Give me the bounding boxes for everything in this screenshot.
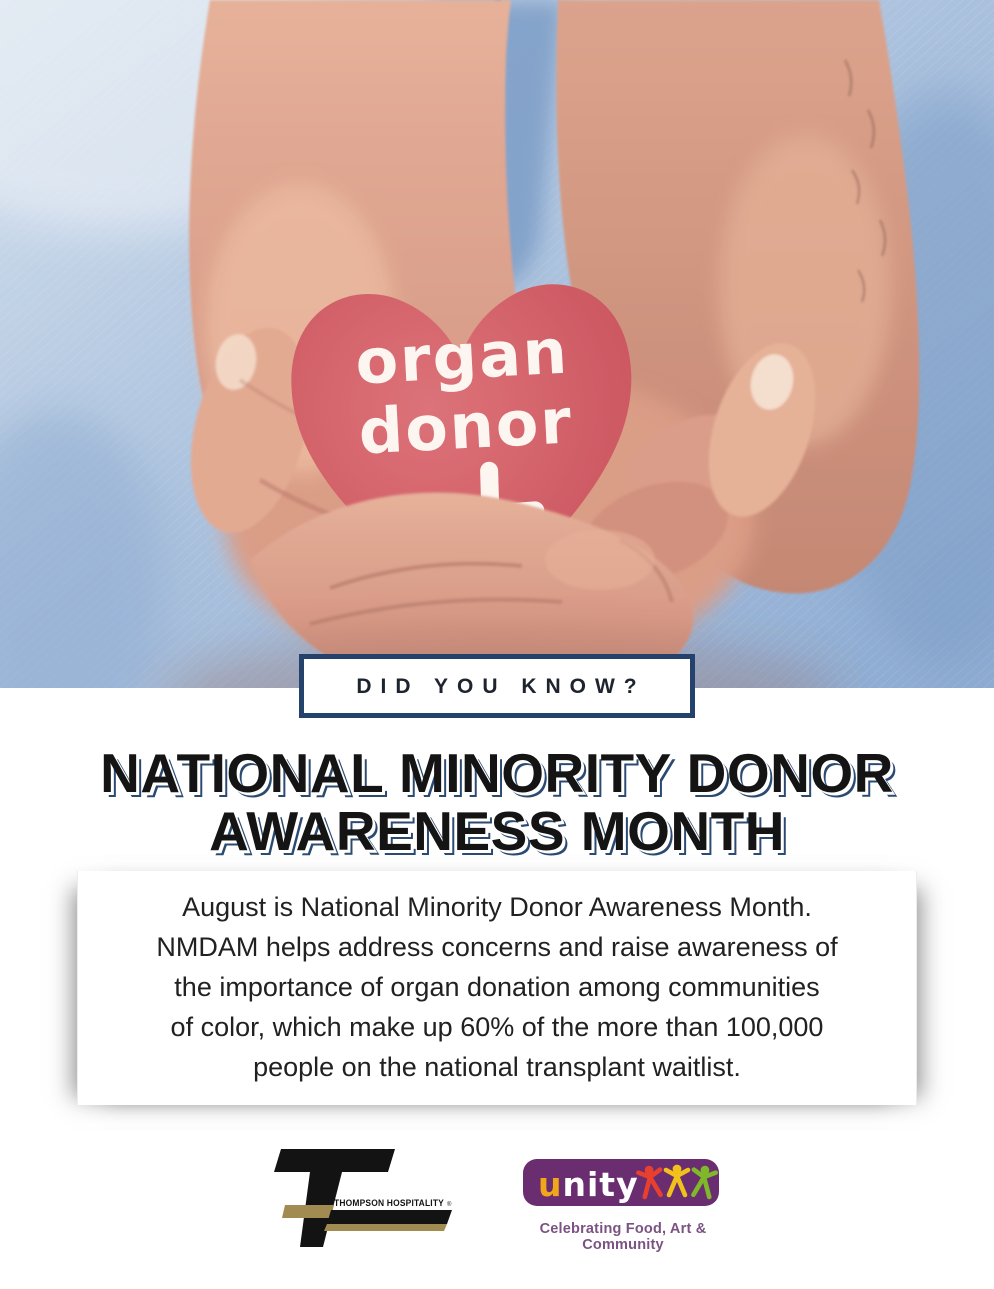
thompson-t-top-bar	[274, 1148, 395, 1172]
thompson-wordmark: THOMPSON HOSPITALITY	[334, 1198, 444, 1209]
unity-logo-graphic: unity	[523, 1158, 719, 1206]
photo-fade-overlay	[0, 0, 994, 688]
headline-line-1: NATIONAL MINORITY DONOR	[100, 742, 894, 804]
unity-wordmark-u: u	[538, 1165, 563, 1204]
headline-line-2: AWARENESS MONTH	[209, 800, 785, 863]
body-line: August is National Minority Donor Awaren…	[182, 891, 812, 922]
heart-text-line2: donor	[357, 384, 575, 468]
photo-hands-holding-heart: organ donor	[0, 0, 994, 688]
body-line: the importance of organ donation among c…	[174, 971, 820, 1002]
unity-tagline: Celebrating Food, Art & Community	[539, 1220, 707, 1253]
thompson-black-bar	[327, 1209, 452, 1224]
did-you-know-badge-wrap: DID YOU KNOW?	[0, 654, 994, 718]
unity-logo: unity Celebrating Food, Art & Community	[517, 1157, 729, 1253]
heart-text-line1: organ	[354, 314, 571, 398]
unity-star-icon	[663, 1164, 691, 1197]
unity-star-icon	[635, 1165, 663, 1199]
body-card: August is National Minority Donor Awaren…	[77, 870, 917, 1105]
logos-row: THOMPSON HOSPITALITY ® unity	[0, 1148, 994, 1256]
registered-mark-icon: ®	[447, 1201, 452, 1208]
page-title: NATIONAL MINORITY DONOR AWARENESS MONTH	[0, 744, 994, 861]
thompson-hospitality-logo: THOMPSON HOSPITALITY ®	[265, 1148, 457, 1256]
thompson-gold-band	[282, 1204, 334, 1218]
thompson-gold-strip	[324, 1223, 447, 1231]
photo-illustration: organ donor	[0, 0, 994, 688]
unity-wordmark-nity: nity	[563, 1165, 639, 1204]
body-line: NMDAM helps address concerns and raise a…	[156, 931, 838, 962]
body-line: people on the national transplant waitli…	[253, 1051, 741, 1082]
did-you-know-badge: DID YOU KNOW?	[299, 654, 695, 718]
unity-star-icon	[691, 1165, 719, 1199]
photo-tint-overlay	[0, 0, 994, 688]
body-line: of color, which make up 60% of the more …	[170, 1011, 824, 1042]
thompson-logo-graphic: THOMPSON HOSPITALITY ®	[274, 1148, 452, 1247]
unity-wordmark: unity	[538, 1165, 639, 1204]
